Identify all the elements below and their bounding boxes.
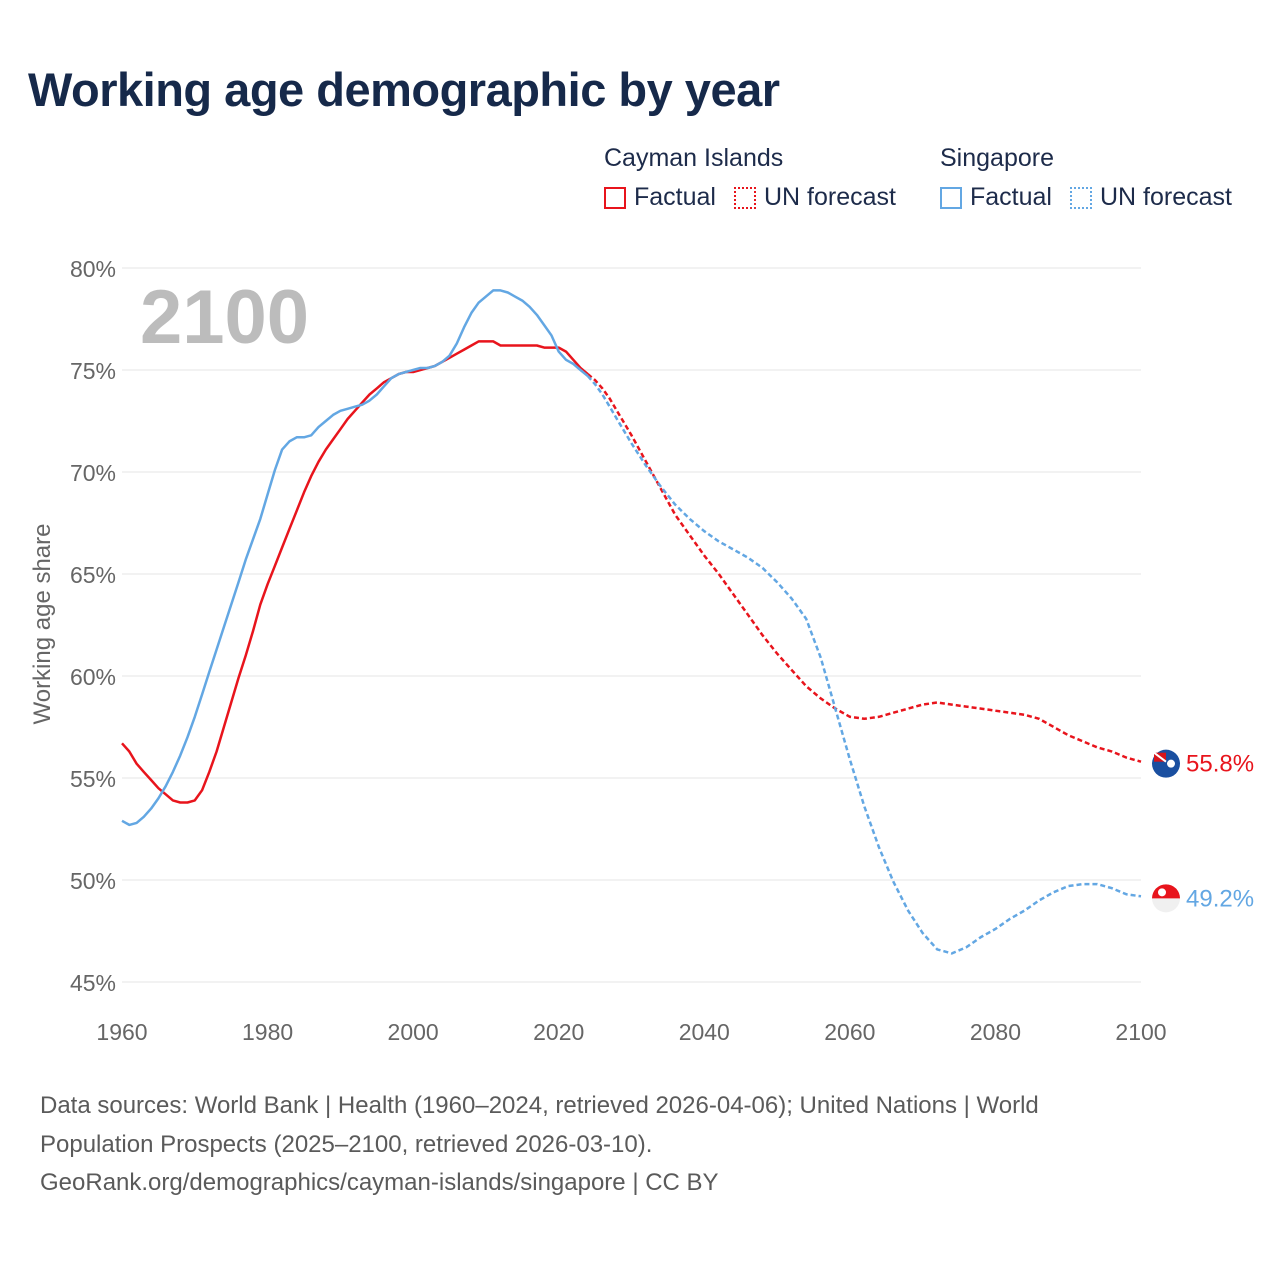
- series-line-cayman-islands-factual: [121, 340, 589, 804]
- x-tick-label: 2100: [1115, 1019, 1166, 1045]
- x-tick-label: 2060: [824, 1019, 875, 1045]
- series-line-singapore-forecast: [586, 375, 1142, 955]
- legend-group-name: Singapore: [940, 144, 1054, 172]
- y-tick-label: 80%: [70, 256, 116, 282]
- flag-cross: [1153, 751, 1167, 763]
- gridlines: [122, 267, 1141, 983]
- footer-line-3[interactable]: GeoRank.org/demographics/cayman-islands/…: [40, 1169, 719, 1196]
- x-tick-label: 2020: [533, 1019, 584, 1045]
- series-line-cayman-islands-forecast: [586, 373, 1142, 763]
- flag-icon-singapore: [1152, 884, 1181, 913]
- chart-title: Working age demographic by year: [28, 63, 780, 116]
- flag-top-half: [1152, 884, 1181, 899]
- footer-sources: Data sources: World Bank | Health (1960–…: [40, 1087, 1160, 1203]
- x-tick-label: 1960: [96, 1019, 147, 1045]
- x-tick-label: 2000: [388, 1019, 439, 1045]
- legend-label-singapore-forecast[interactable]: UN forecast: [1099, 183, 1232, 211]
- legend-group-cayman: Cayman Islands Factual UN forecast: [604, 144, 896, 212]
- flag-emblem: [1167, 759, 1175, 768]
- y-tick-label: 65%: [70, 562, 116, 588]
- end-label-cayman-islands: 55.8%: [1186, 751, 1254, 778]
- end-label-singapore: 49.2%: [1186, 885, 1254, 912]
- line-chart: 45% 50% 55% 60% 65% 70% 75% 80% 1960 1980 2000 202…: [29, 256, 1254, 1045]
- legend-swatch-cayman-forecast: [733, 186, 756, 209]
- legend-group-singapore: Singapore Factual UN forecast: [940, 144, 1232, 212]
- end-labels: 55.8% 49.2%: [1152, 749, 1254, 913]
- x-axis-ticks: 1960 1980 2000 2020 2040 2060 2080 2100: [96, 1019, 1166, 1045]
- footer-line-2: Population Prospects (2025–2100, retriev…: [40, 1130, 653, 1158]
- legend-group-name: Cayman Islands: [604, 144, 784, 172]
- legend-swatch-singapore-forecast: [1069, 186, 1092, 209]
- year-overlay: 2100: [140, 275, 309, 360]
- y-tick-label: 50%: [70, 868, 116, 894]
- y-tick-label: 75%: [70, 358, 116, 384]
- x-tick-label: 1980: [242, 1019, 293, 1045]
- legend-label-singapore-factual[interactable]: Factual: [970, 183, 1052, 211]
- y-axis-label: Working age share: [29, 524, 56, 725]
- footer-line-1: Data sources: World Bank | Health (1960–…: [40, 1092, 1039, 1119]
- flag-crescent: [1158, 888, 1166, 897]
- y-tick-label: 70%: [70, 460, 116, 486]
- y-tick-label: 60%: [70, 664, 116, 690]
- legend-label-cayman-forecast[interactable]: UN forecast: [763, 183, 896, 211]
- legend-swatch-singapore-factual: [940, 186, 962, 209]
- series-lines: [121, 289, 1142, 955]
- series-line-singapore-factual: [121, 289, 589, 827]
- y-tick-label: 45%: [70, 970, 116, 996]
- y-axis-ticks: 45% 50% 55% 60% 65% 70% 75% 80%: [70, 256, 116, 996]
- legend-label-cayman-factual[interactable]: Factual: [634, 183, 716, 211]
- flag-icon-cayman-islands: [1152, 749, 1180, 778]
- y-tick-label: 55%: [70, 766, 116, 792]
- x-tick-label: 2080: [970, 1019, 1021, 1045]
- legend-swatch-cayman-factual: [604, 186, 626, 209]
- x-tick-label: 2040: [679, 1019, 730, 1045]
